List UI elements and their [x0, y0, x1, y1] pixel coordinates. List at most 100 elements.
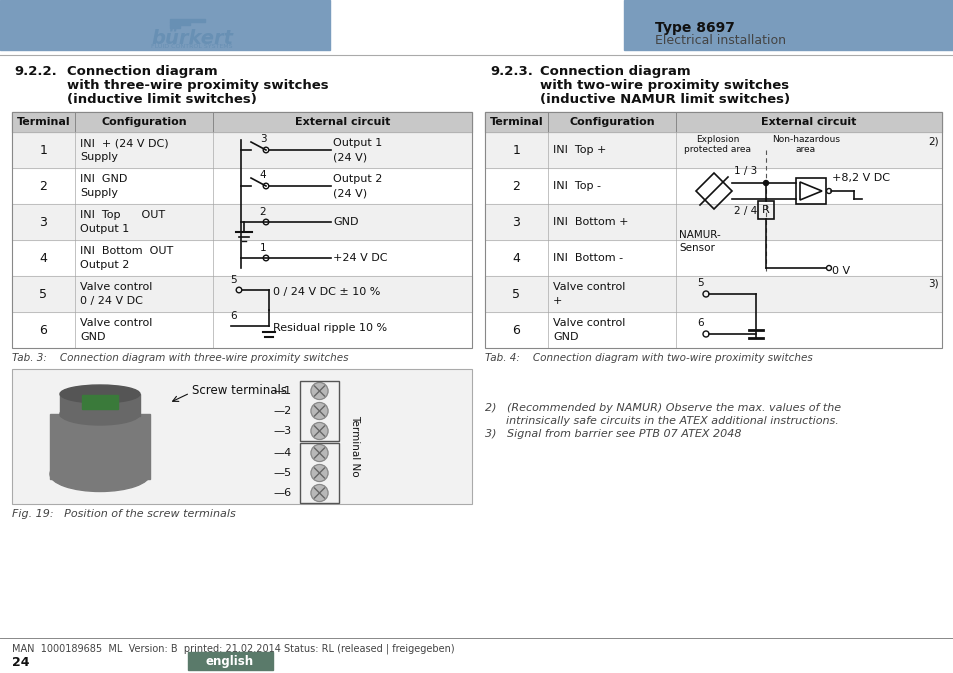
Text: (24 V): (24 V) [333, 188, 367, 198]
Bar [484, 276, 941, 312]
Text: Valve control: Valve control [80, 282, 152, 292]
Circle shape [311, 464, 328, 481]
Text: INI  Top      OUT: INI Top OUT [80, 210, 165, 220]
Text: Screw terminals: Screw terminals [192, 384, 287, 398]
Text: +8,2 V DC: +8,2 V DC [831, 173, 889, 183]
Text: (inductive limit switches): (inductive limit switches) [67, 93, 256, 106]
Text: 3: 3 [259, 134, 266, 144]
Text: 9.2.3.: 9.2.3. [490, 65, 533, 78]
Text: Terminal No: Terminal No [350, 415, 359, 476]
Bar [188, 652, 273, 670]
Bar [484, 112, 941, 348]
Text: 0 / 24 V DC ± 10 %: 0 / 24 V DC ± 10 % [273, 287, 380, 297]
Bar [60, 394, 140, 416]
Bar [12, 204, 472, 240]
Bar [12, 112, 472, 348]
Text: External circuit: External circuit [294, 117, 390, 127]
Text: Output 2: Output 2 [80, 260, 130, 270]
Text: Explosion: Explosion [696, 135, 739, 144]
Text: GND: GND [80, 332, 106, 342]
Bar [299, 381, 338, 441]
Text: —4: —4 [274, 448, 292, 458]
Text: Electrical installation: Electrical installation [655, 34, 785, 48]
Circle shape [311, 485, 328, 501]
Text: 2)   (Recommended by NAMUR) Observe the max. values of the: 2) (Recommended by NAMUR) Observe the ma… [484, 403, 841, 413]
Text: NAMUR-: NAMUR- [679, 230, 720, 240]
Text: GND: GND [553, 332, 578, 342]
Bar [12, 132, 472, 168]
Text: Output 2: Output 2 [333, 174, 382, 184]
Text: english: english [206, 655, 253, 668]
Text: with three-wire proximity switches: with three-wire proximity switches [67, 79, 328, 92]
Text: Tab. 4:    Connection diagram with two-wire proximity switches: Tab. 4: Connection diagram with two-wire… [484, 353, 812, 363]
Text: —1: —1 [274, 386, 292, 396]
Text: Sensor: Sensor [679, 243, 714, 253]
Text: MAN  1000189685  ML  Version: B  printed: 21.02.2014 Status: RL (released | frei: MAN 1000189685 ML Version: B printed: 21… [12, 643, 455, 653]
Text: 5: 5 [231, 275, 237, 285]
Text: Fig. 19:   Position of the screw terminals: Fig. 19: Position of the screw terminals [12, 509, 235, 519]
Text: Output 1: Output 1 [80, 224, 129, 234]
Text: —2: —2 [274, 406, 292, 416]
Bar [758, 201, 773, 219]
Circle shape [311, 444, 328, 462]
Text: INI  Top -: INI Top - [553, 181, 600, 191]
Text: Residual ripple 10 %: Residual ripple 10 % [273, 323, 387, 333]
Text: with two-wire proximity switches: with two-wire proximity switches [539, 79, 788, 92]
Bar [12, 276, 472, 312]
Bar [50, 414, 150, 479]
Text: 1: 1 [512, 143, 520, 157]
Text: 5: 5 [512, 287, 520, 301]
Bar [170, 25, 180, 28]
Bar [82, 395, 118, 409]
Text: INI  + (24 V DC): INI + (24 V DC) [80, 138, 169, 148]
Text: 0 V: 0 V [831, 266, 849, 276]
Text: 4: 4 [259, 170, 266, 180]
Text: protected area: protected area [684, 145, 751, 154]
Text: 0 / 24 V DC: 0 / 24 V DC [80, 296, 143, 306]
Bar [795, 178, 825, 204]
Text: intrinsically safe circuits in the ATEX additional instructions.: intrinsically safe circuits in the ATEX … [484, 416, 838, 426]
Text: 5: 5 [39, 287, 48, 301]
Circle shape [311, 402, 328, 419]
Circle shape [311, 423, 328, 439]
Ellipse shape [60, 403, 140, 425]
Text: (inductive NAMUR limit switches): (inductive NAMUR limit switches) [539, 93, 789, 106]
Bar [623, 0, 953, 50]
Text: 4: 4 [39, 252, 48, 264]
Bar [12, 369, 472, 504]
Text: 2 / 4: 2 / 4 [733, 206, 757, 216]
Text: INI  Bottom -: INI Bottom - [553, 253, 622, 263]
Text: 1 / 3: 1 / 3 [733, 166, 757, 176]
Text: FLUID CONTROL SYSTEMS: FLUID CONTROL SYSTEMS [152, 44, 233, 48]
Text: 3)   Signal from barrier see PTB 07 ATEX 2048: 3) Signal from barrier see PTB 07 ATEX 2… [484, 429, 740, 439]
Text: R: R [761, 205, 769, 215]
Bar [484, 204, 941, 240]
Text: Valve control: Valve control [80, 318, 152, 328]
Text: External circuit: External circuit [760, 117, 856, 127]
Text: 3: 3 [512, 215, 520, 229]
Text: 6: 6 [231, 311, 237, 321]
Bar [0, 0, 330, 50]
Circle shape [311, 382, 328, 400]
Text: 9.2.2.: 9.2.2. [14, 65, 56, 78]
Text: +24 V DC: +24 V DC [333, 253, 387, 263]
Bar [299, 443, 338, 503]
Text: —5: —5 [274, 468, 292, 478]
Text: GND: GND [333, 217, 358, 227]
Text: Configuration: Configuration [569, 117, 654, 127]
Text: Output 1: Output 1 [333, 138, 382, 148]
Text: 5: 5 [697, 278, 703, 288]
Ellipse shape [50, 456, 150, 491]
Text: +: + [553, 296, 561, 306]
Text: 1: 1 [259, 243, 266, 253]
Ellipse shape [60, 385, 140, 403]
Bar [170, 19, 205, 22]
Text: Non-hazardous: Non-hazardous [771, 135, 840, 144]
Text: INI  Bottom  OUT: INI Bottom OUT [80, 246, 173, 256]
Text: Valve control: Valve control [553, 318, 625, 328]
Text: (24 V): (24 V) [333, 152, 367, 162]
Text: 24: 24 [12, 656, 30, 669]
Bar [12, 112, 472, 132]
Text: Valve control: Valve control [553, 282, 625, 292]
Text: 2: 2 [512, 180, 520, 192]
